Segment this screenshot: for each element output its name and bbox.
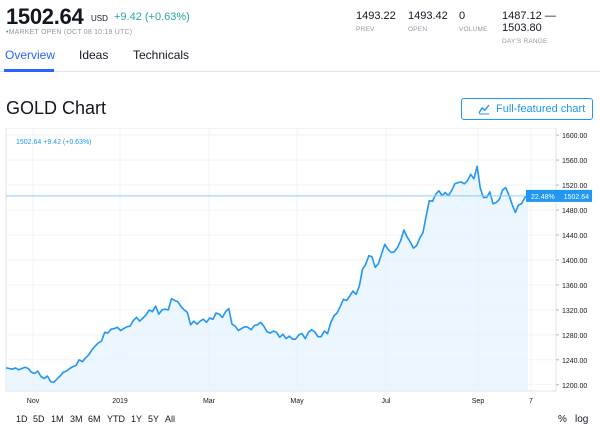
price-change: +9.42 (+0.63%): [114, 11, 190, 23]
full-featured-chart-button[interactable]: Full-featured chart: [461, 98, 593, 120]
tab-overview[interactable]: Overview: [5, 48, 56, 62]
stat-days-range-value: 1487.12 — 1503.80: [502, 10, 556, 34]
range-button-all[interactable]: All: [165, 414, 176, 424]
chart-title: GOLD Chart: [6, 98, 107, 118]
x-tick-label: Jul: [382, 398, 391, 405]
stat-prev-value: 1493.22: [356, 10, 396, 22]
last-change-label: 22.48%: [531, 194, 555, 201]
current-price: 1502.64: [6, 4, 84, 29]
stat-days-range-label: DAY'S RANGE: [502, 38, 548, 45]
stat-open: 1493.42 OPEN: [408, 10, 448, 33]
y-tick-label: 1280.00: [562, 333, 587, 340]
last-price-label: 1502.64: [564, 194, 589, 201]
full-featured-chart-label: Full-featured chart: [496, 103, 586, 115]
y-tick-label: 1200.00: [562, 383, 587, 390]
percent-scale-button[interactable]: %: [558, 414, 567, 425]
chart-line-icon: [478, 103, 490, 118]
stat-volume-label: VOLUME: [459, 26, 488, 33]
market-status-dot: •: [6, 29, 9, 36]
x-tick-label: 2019: [112, 398, 128, 405]
y-tick-label: 1480.00: [562, 208, 587, 215]
x-tick-label: 7: [529, 398, 533, 405]
y-tick-label: 1320.00: [562, 308, 587, 315]
x-tick-label: Nov: [27, 398, 40, 405]
tab-technicals[interactable]: Technicals: [133, 48, 190, 62]
currency-label: USD: [91, 14, 108, 23]
range-button-ytd[interactable]: YTD: [107, 414, 125, 424]
y-tick-label: 1360.00: [562, 283, 587, 290]
price-series-line: [5, 165, 529, 384]
gold-price-chart[interactable]: 1600.00 1560.00 1520.00 1480.00 1440.00 1400.…: [0, 128, 600, 408]
range-button-5d[interactable]: 5D: [33, 414, 45, 424]
stat-volume-value: 0: [459, 10, 466, 22]
stat-open-label: OPEN: [408, 26, 428, 33]
tab-ideas[interactable]: Ideas: [79, 48, 109, 62]
range-button-1m[interactable]: 1M: [51, 414, 64, 424]
x-tick-label: Mar: [203, 398, 216, 405]
y-tick-label: 1600.00: [562, 133, 587, 140]
stat-prev: 1493.22 PREV: [356, 10, 396, 33]
tab-bar: Overview Ideas Technicals: [0, 42, 600, 72]
y-tick-label: 1560.00: [562, 158, 587, 165]
y-tick-label: 1440.00: [562, 233, 587, 240]
range-button-1d[interactable]: 1D: [16, 414, 28, 424]
active-tab-indicator: [4, 69, 54, 72]
stat-volume: 0 VOLUME: [459, 10, 488, 33]
x-tick-label: May: [290, 398, 304, 405]
range-button-3m[interactable]: 3M: [70, 414, 83, 424]
price-area-fill: [6, 166, 528, 391]
y-tick-label: 1240.00: [562, 358, 587, 365]
stat-open-value: 1493.42: [408, 10, 448, 22]
chart-axes: 1600.00 1560.00 1520.00 1480.00 1440.00 1400.…: [27, 133, 588, 405]
range-button-6m[interactable]: 6M: [88, 414, 101, 424]
y-tick-label: 1520.00: [562, 183, 587, 190]
log-scale-button[interactable]: log: [575, 414, 589, 425]
chart-legend: 1502.64 +9.42 (+0.63%): [16, 139, 92, 146]
range-button-1y[interactable]: 1Y: [131, 414, 143, 424]
stat-prev-label: PREV: [356, 26, 375, 33]
market-status-text: MARKET OPEN (OCT 08 10:19 UTC): [8, 29, 133, 36]
y-tick-label: 1400.00: [562, 258, 587, 265]
market-status: •MARKET OPEN (OCT 08 10:19 UTC): [6, 29, 132, 36]
x-tick-label: Sep: [472, 398, 485, 405]
quote-header: 1502.64 USD +9.42 (+0.63%) •MARKET OPEN …: [6, 4, 596, 45]
range-button-5y[interactable]: 5Y: [148, 414, 160, 424]
last-price-badge-bg: [526, 189, 592, 202]
stat-days-range: 1487.12 — 1503.80 DAY'S RANGE: [502, 10, 596, 45]
last-price-badge: 22.48% 1502.64: [526, 189, 592, 202]
